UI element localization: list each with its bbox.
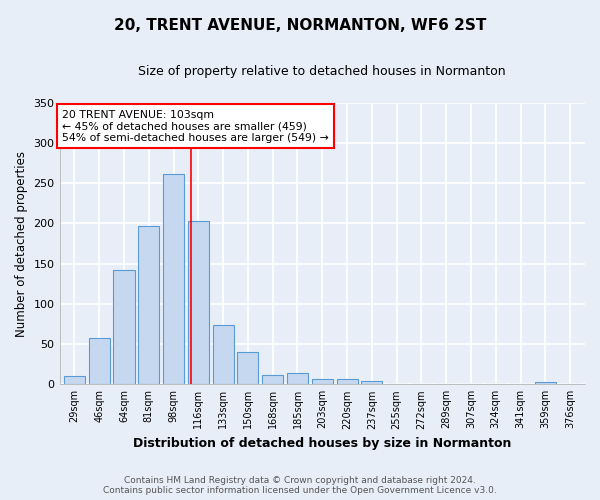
Text: Contains HM Land Registry data © Crown copyright and database right 2024.
Contai: Contains HM Land Registry data © Crown c…	[103, 476, 497, 495]
Bar	[113, 270, 134, 384]
Text: 20 TRENT AVENUE: 103sqm
← 45% of detached houses are smaller (459)
54% of semi-d: 20 TRENT AVENUE: 103sqm ← 45% of detache…	[62, 110, 329, 143]
Bar	[535, 382, 556, 384]
Text: 20, TRENT AVENUE, NORMANTON, WF6 2ST: 20, TRENT AVENUE, NORMANTON, WF6 2ST	[114, 18, 486, 32]
Bar	[361, 381, 382, 384]
Y-axis label: Number of detached properties: Number of detached properties	[15, 150, 28, 336]
Bar	[337, 378, 358, 384]
Title: Size of property relative to detached houses in Normanton: Size of property relative to detached ho…	[139, 65, 506, 78]
Bar	[138, 226, 160, 384]
X-axis label: Distribution of detached houses by size in Normanton: Distribution of detached houses by size …	[133, 437, 511, 450]
Bar	[188, 221, 209, 384]
Bar	[262, 376, 283, 384]
Bar	[312, 378, 333, 384]
Bar	[212, 325, 233, 384]
Bar	[238, 352, 259, 384]
Bar	[287, 373, 308, 384]
Bar	[163, 174, 184, 384]
Bar	[89, 338, 110, 384]
Bar	[64, 376, 85, 384]
